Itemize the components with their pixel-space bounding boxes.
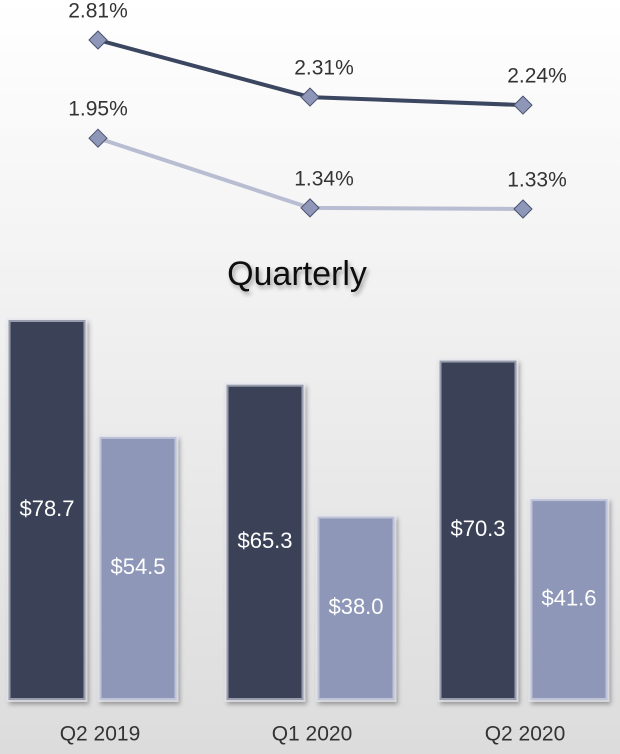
data-label: $54.5 [110, 554, 165, 579]
chart-title: Quarterly [227, 255, 367, 293]
data-label: $70.3 [450, 516, 505, 541]
data-label: $65.3 [237, 528, 292, 553]
bar [315, 514, 397, 703]
bar [224, 382, 306, 702]
data-label: 2.31% [294, 57, 354, 80]
data-label: $78.7 [19, 496, 74, 521]
marker [513, 95, 533, 115]
marker [88, 30, 108, 50]
marker [300, 87, 320, 107]
bar [437, 358, 519, 702]
bar [6, 318, 88, 702]
bar [528, 497, 610, 702]
data-label: 1.95% [68, 98, 128, 121]
marker [88, 128, 108, 148]
marker [513, 199, 533, 219]
x-tick-label: Q2 2020 [485, 723, 566, 746]
data-label: 1.34% [294, 167, 354, 190]
data-label: $41.6 [541, 585, 596, 610]
data-label: $38.0 [328, 594, 383, 619]
data-label: 2.81% [68, 0, 128, 23]
data-label: 1.33% [507, 169, 567, 192]
x-tick-label: Q1 2020 [272, 723, 353, 746]
data-label: 2.24% [507, 65, 567, 88]
marker [300, 198, 320, 218]
x-tick-label: Q2 2019 [60, 723, 141, 746]
bar [97, 434, 179, 702]
